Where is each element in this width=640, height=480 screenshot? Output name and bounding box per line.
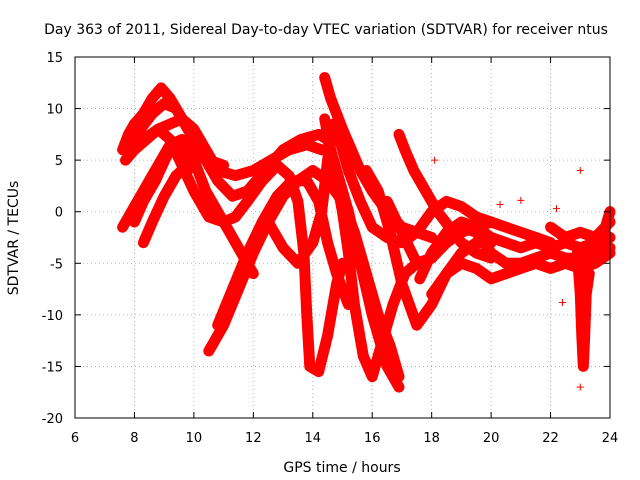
x-tick-label: 14 — [305, 431, 322, 446]
plus-marker — [394, 130, 403, 139]
plus-marker — [457, 223, 466, 232]
x-tick-label: 12 — [245, 431, 262, 446]
plus-marker — [427, 290, 436, 299]
plus-marker — [320, 73, 329, 82]
y-tick-label: -10 — [42, 309, 63, 324]
data-band — [414, 216, 616, 285]
chart-title: Day 363 of 2011, Sidereal Day-to-day VTE… — [44, 22, 608, 38]
y-tick-labels: -20 -15 -10 -5 0 5 10 15 — [42, 51, 63, 427]
plus-marker — [553, 205, 560, 213]
x-tick-label: 22 — [542, 431, 559, 446]
plus-marker — [124, 150, 133, 159]
x-tick-label: 8 — [130, 431, 138, 446]
data-band — [393, 128, 497, 264]
plus-marker — [118, 145, 127, 154]
plus-marker — [573, 248, 582, 257]
plus-marker — [213, 321, 222, 330]
plus-marker — [517, 196, 525, 204]
y-tick-label: 10 — [46, 103, 63, 118]
plus-marker — [130, 218, 139, 227]
x-tick-label: 10 — [186, 431, 203, 446]
plus-marker — [394, 383, 403, 392]
x-tick-label: 24 — [602, 431, 619, 446]
data-band — [598, 206, 616, 238]
plus-marker — [431, 156, 439, 164]
data-band — [319, 72, 438, 243]
x-tick-label: 20 — [483, 431, 500, 446]
data-band — [137, 159, 194, 249]
plus-marker — [264, 218, 273, 227]
plus-marker — [546, 223, 555, 232]
x-tick-label: 6 — [71, 431, 79, 446]
plus-marker — [600, 228, 609, 237]
plus-marker — [383, 197, 392, 206]
outlier-points — [431, 156, 584, 391]
plus-marker — [496, 200, 504, 208]
x-tick-label: 16 — [364, 431, 381, 446]
axis-ticks — [74, 56, 611, 419]
y-axis-label: SDTVAR / TECUs — [6, 181, 22, 296]
y-tick-label: -5 — [50, 257, 63, 272]
y-tick-label: 5 — [55, 154, 63, 169]
x-tick-label: 18 — [423, 431, 440, 446]
data-series — [117, 72, 616, 393]
y-tick-label: 15 — [46, 51, 63, 66]
plus-marker — [204, 346, 213, 355]
plus-marker — [139, 238, 148, 247]
plus-marker — [118, 223, 127, 232]
data-band — [455, 221, 616, 269]
data-band — [203, 165, 405, 383]
plus-marker — [394, 372, 403, 381]
y-tick-label: -15 — [42, 360, 63, 375]
plus-marker — [576, 383, 584, 391]
plus-marker — [427, 233, 436, 242]
plus-marker — [320, 114, 329, 123]
y-tick-label: -20 — [42, 412, 63, 427]
y-tick-label: 0 — [55, 206, 63, 221]
plus-marker — [576, 166, 584, 174]
plus-marker — [183, 161, 192, 170]
data-band — [262, 118, 497, 269]
x-axis-label: GPS time / hours — [283, 460, 400, 476]
data-band — [212, 175, 354, 331]
plus-marker — [558, 298, 566, 306]
plus-marker — [585, 269, 594, 278]
data-band — [128, 139, 194, 228]
x-tick-labels: 6 8 10 12 14 16 18 20 22 24 — [71, 431, 618, 446]
plus-marker — [362, 166, 371, 175]
plot-frame — [74, 56, 611, 419]
plus-marker — [415, 274, 424, 283]
data-band — [571, 247, 595, 372]
